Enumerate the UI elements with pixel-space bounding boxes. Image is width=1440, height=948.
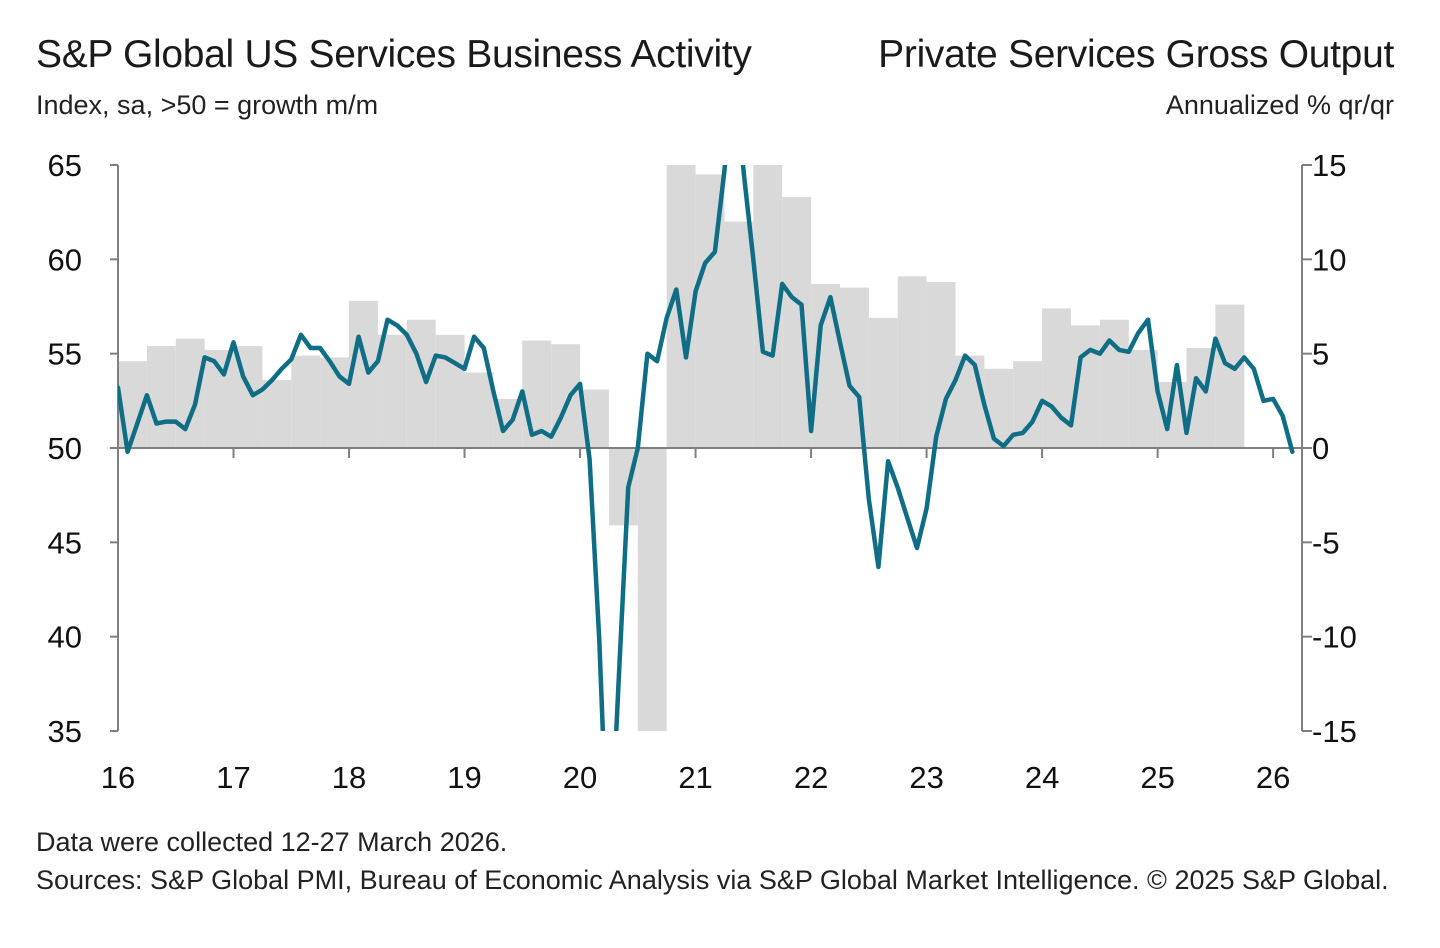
- chart-footer: Data were collected 12-27 March 2026. So…: [36, 823, 1416, 899]
- right-tick-label: -5: [1312, 525, 1340, 560]
- bar-1: [146, 346, 176, 448]
- left-tick-label: 35: [48, 714, 82, 749]
- left-tick-label: 55: [48, 337, 82, 372]
- x-tick-label: 24: [1025, 760, 1059, 795]
- bar-6: [291, 355, 321, 448]
- x-tick-label: 16: [101, 760, 135, 795]
- right-tick-label: 5: [1312, 337, 1329, 372]
- line-layer: [118, 165, 1295, 731]
- bar-5: [262, 380, 292, 448]
- bar-23: [782, 197, 812, 448]
- right-tick-label: 10: [1312, 242, 1346, 277]
- x-tick-label: 21: [678, 760, 712, 795]
- x-tick-label: 19: [447, 760, 481, 795]
- left-tick-label: 60: [48, 242, 82, 277]
- left-chart-title: S&P Global US Services Business Activity: [36, 33, 752, 76]
- services-activity-line: [118, 165, 1295, 731]
- right-tick-label: -15: [1312, 714, 1357, 749]
- bar-12: [464, 372, 494, 448]
- bar-34: [1099, 319, 1129, 448]
- left-tick-label: 45: [48, 525, 82, 560]
- bar-26: [868, 317, 898, 448]
- right-axis-subtitle: Annualized % qr/qr: [1165, 90, 1394, 120]
- bar-14: [522, 340, 552, 448]
- bar-8: [349, 300, 378, 448]
- right-chart-title: Private Services Gross Output: [878, 33, 1394, 76]
- bar-32: [1042, 308, 1071, 448]
- x-tick-label: 23: [909, 760, 943, 795]
- right-tick-label: 0: [1312, 431, 1329, 466]
- bar-11: [435, 334, 465, 448]
- left-tick-label: 65: [48, 148, 82, 183]
- bar-9: [377, 334, 407, 448]
- left-axis-subtitle: Index, sa, >50 = growth m/m: [36, 90, 379, 120]
- right-tick-label: 15: [1312, 148, 1346, 183]
- x-tick-label: 25: [1140, 760, 1174, 795]
- sources-note: Sources: S&P Global PMI, Bureau of Econo…: [36, 865, 1389, 895]
- right-tick-label: -10: [1312, 620, 1357, 655]
- bar-2: [175, 338, 205, 448]
- x-tick-label: 26: [1256, 760, 1290, 795]
- axes-layer: [110, 164, 1312, 732]
- x-tick-label: 20: [563, 760, 597, 795]
- bar-18: [637, 448, 667, 731]
- x-tick-label: 22: [794, 760, 828, 795]
- bar-30: [984, 368, 1014, 448]
- collection-note: Data were collected 12-27 March 2026.: [36, 827, 508, 857]
- bar-38: [1215, 304, 1245, 448]
- x-tick-label: 17: [216, 760, 250, 795]
- left-tick-label: 50: [48, 431, 82, 466]
- x-tick-label: 18: [332, 760, 366, 795]
- left-tick-label: 40: [48, 620, 82, 655]
- bar-21: [724, 221, 754, 448]
- bar-27: [897, 276, 927, 448]
